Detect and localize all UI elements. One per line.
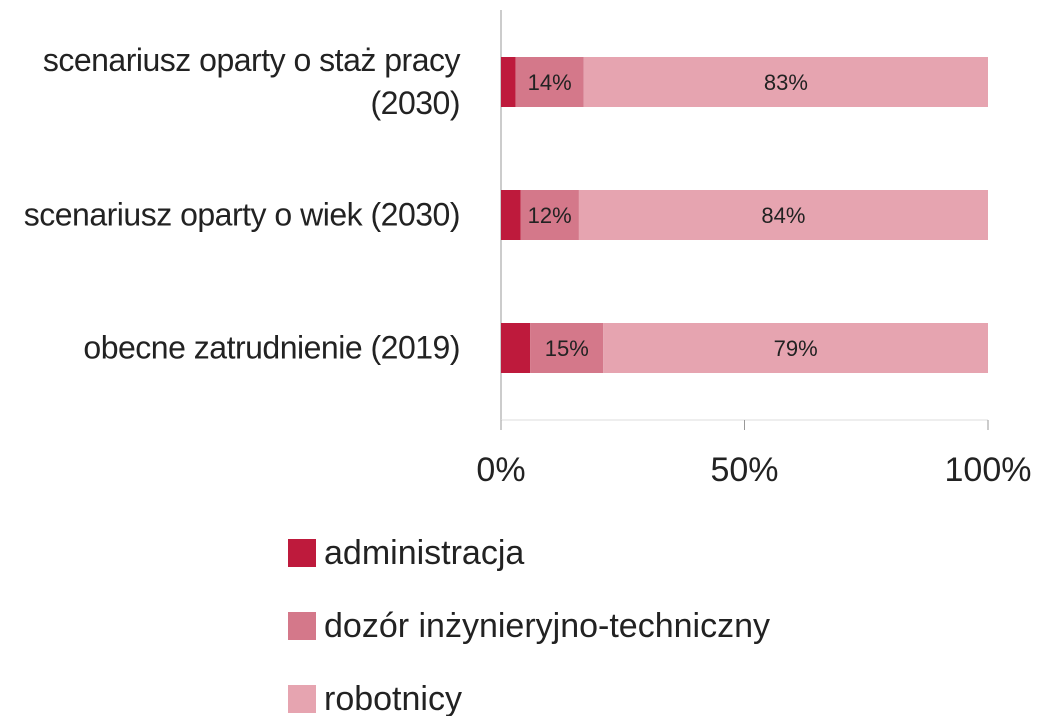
category-label: scenariusz oparty o wiek (2030) — [23, 196, 461, 233]
data-label: 83% — [764, 70, 808, 95]
bar-segment — [578, 190, 988, 240]
legend-swatch — [288, 685, 316, 713]
bar-segment — [515, 57, 584, 107]
x-tick-label: 100% — [945, 451, 1032, 489]
bar-segment — [530, 323, 604, 373]
data-label: 14% — [528, 70, 572, 95]
bar-segment — [520, 190, 579, 240]
category-label: scenariusz oparty o staż pracy (2030) — [42, 41, 461, 121]
bar-segment — [501, 57, 516, 107]
x-tick-label: 50% — [710, 451, 778, 489]
legend-swatch — [288, 539, 316, 567]
data-label: 79% — [774, 336, 818, 361]
legend-label: dozór inżynieryjno-techniczny — [324, 607, 770, 645]
data-label: 12% — [528, 203, 572, 228]
x-tick-label: 0% — [476, 451, 525, 489]
bar-segment — [501, 323, 531, 373]
legend-label: robotnicy — [324, 680, 462, 716]
bar-segment — [603, 323, 988, 373]
bar-segment — [501, 190, 521, 240]
legend-swatch — [288, 612, 316, 640]
data-label: 84% — [761, 203, 805, 228]
legend-label: administracja — [324, 534, 524, 572]
bar-segment — [583, 57, 988, 107]
category-label: obecne zatrudnienie (2019) — [83, 329, 460, 366]
data-label: 15% — [545, 336, 589, 361]
